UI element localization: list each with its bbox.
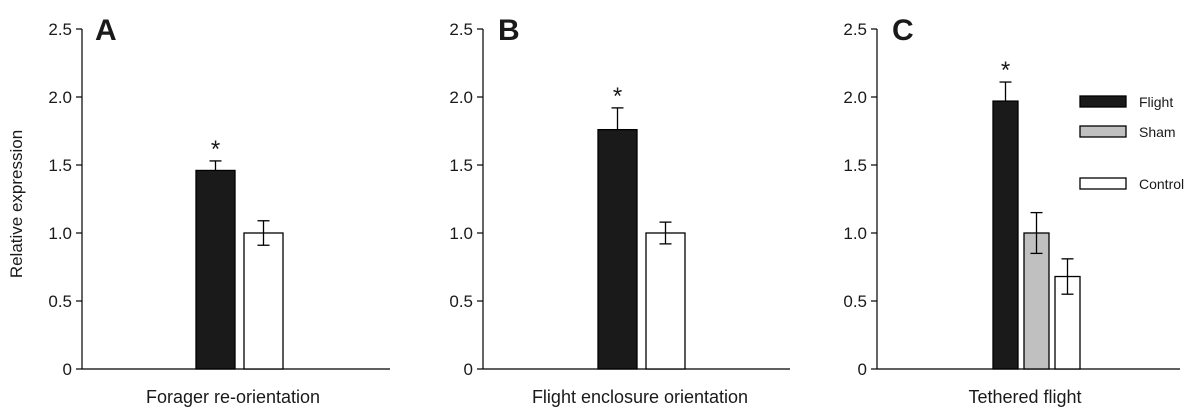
panel-b-bars: *	[597, 83, 686, 370]
bar-flight	[195, 169, 236, 370]
y-tick-label: 1.0	[449, 224, 473, 243]
legend-label-flight: Flight	[1139, 94, 1173, 110]
panel-c-bars: *	[992, 57, 1081, 370]
panel-b-y-ticks: 0 0.5 1.0 1.5 2.0 2.5	[449, 20, 483, 379]
y-tick-label: 0	[464, 360, 473, 379]
legend-swatch-flight	[1079, 95, 1127, 108]
legend-label-sham: Sham	[1139, 124, 1176, 140]
legend-swatch-sham	[1079, 125, 1127, 138]
panel-b-letter: B	[498, 14, 520, 47]
panel-a-letter: A	[95, 14, 117, 47]
bar-flight	[992, 100, 1019, 370]
bar-sham	[1023, 232, 1050, 370]
y-tick-label: 2.0	[449, 88, 473, 107]
panel-b: B 0 0.5 1.0 1.5 2.0 2.5 * Flight enclosure or…	[449, 14, 790, 407]
y-tick-label: 0	[858, 360, 867, 379]
panel-a-bars: *	[195, 136, 284, 370]
bar-flight	[597, 128, 638, 370]
y-tick-label: 2.5	[48, 20, 72, 39]
y-tick-label: 2.5	[843, 20, 867, 39]
legend-label-control: Control	[1139, 176, 1184, 192]
panel-c: C 0 0.5 1.0 1.5 2.0 2.5 * Tethered flight Fli…	[843, 14, 1184, 407]
y-tick-label: 1.5	[48, 156, 72, 175]
y-tick-label: 1.5	[449, 156, 473, 175]
error-bar-flight	[999, 81, 1012, 102]
bar-control	[243, 232, 284, 370]
legend-swatch-control	[1079, 177, 1127, 190]
error-bar-control	[659, 221, 672, 245]
panel-c-y-ticks: 0 0.5 1.0 1.5 2.0 2.5	[843, 20, 877, 379]
y-tick-label: 0.5	[449, 292, 473, 311]
panel-a-y-ticks: 0 0.5 1.0 1.5 2.0 2.5	[48, 20, 82, 379]
legend: Flight Sham Control	[1079, 94, 1184, 192]
error-bar-sham	[1030, 211, 1043, 255]
y-tick-label: 2.0	[843, 88, 867, 107]
y-tick-label: 1.0	[48, 224, 72, 243]
panel-a-x-axis-label: Forager re-orientation	[146, 387, 320, 407]
y-tick-label: 0.5	[843, 292, 867, 311]
error-bar-control	[1061, 258, 1074, 295]
y-tick-label: 1.5	[843, 156, 867, 175]
y-tick-label: 2.5	[449, 20, 473, 39]
panel-c-letter: C	[892, 14, 914, 47]
y-tick-label: 0	[63, 360, 72, 379]
error-bar-flight	[209, 160, 222, 171]
significance-star: *	[211, 136, 220, 163]
significance-star: *	[1001, 57, 1010, 84]
error-bar-flight	[611, 107, 624, 130]
panel-c-x-axis-label: Tethered flight	[968, 387, 1081, 407]
y-tick-label: 2.0	[48, 88, 72, 107]
significance-star: *	[613, 83, 622, 110]
bar-control	[645, 232, 686, 370]
y-axis-label: Relative expression	[7, 130, 26, 278]
error-bar-control	[257, 220, 270, 246]
y-tick-label: 1.0	[843, 224, 867, 243]
y-tick-label: 0.5	[48, 292, 72, 311]
panel-b-x-axis-label: Flight enclosure orientation	[532, 387, 748, 407]
panel-a: A 0 0.5 1.0 1.5 2.0 2.5 * Forager re-orientat…	[48, 14, 390, 407]
